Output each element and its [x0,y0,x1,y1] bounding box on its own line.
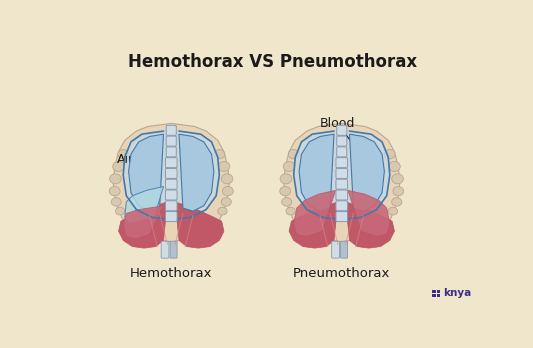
Ellipse shape [221,198,231,206]
Text: Hemothorax: Hemothorax [130,267,213,280]
Text: Pneumothorax: Pneumothorax [293,267,391,280]
FancyBboxPatch shape [166,125,176,135]
Ellipse shape [393,187,404,196]
FancyBboxPatch shape [165,212,177,222]
Ellipse shape [218,161,230,172]
FancyBboxPatch shape [337,147,347,157]
FancyBboxPatch shape [341,241,348,258]
Polygon shape [345,202,394,248]
Text: knya: knya [443,288,472,298]
Polygon shape [128,134,164,211]
FancyBboxPatch shape [165,179,177,189]
FancyBboxPatch shape [161,241,169,258]
Ellipse shape [113,161,124,172]
Ellipse shape [218,207,227,215]
Bar [437,294,440,297]
Bar [437,290,440,293]
Ellipse shape [214,150,225,159]
Polygon shape [284,124,400,242]
Ellipse shape [280,187,290,196]
Ellipse shape [118,150,128,159]
Ellipse shape [111,198,122,206]
Ellipse shape [109,187,120,196]
FancyBboxPatch shape [336,179,348,189]
Ellipse shape [288,150,299,159]
FancyBboxPatch shape [166,147,176,157]
Polygon shape [348,190,390,237]
FancyBboxPatch shape [336,168,348,179]
Ellipse shape [222,187,233,196]
Polygon shape [113,124,229,242]
Ellipse shape [281,198,292,206]
Text: Air: Air [117,153,139,184]
Ellipse shape [280,174,292,184]
Polygon shape [299,134,334,211]
Ellipse shape [116,207,125,215]
Text: Hemothorax VS Pneumothorax: Hemothorax VS Pneumothorax [128,53,417,71]
FancyBboxPatch shape [336,158,348,168]
Ellipse shape [221,174,233,184]
Polygon shape [294,190,336,237]
FancyBboxPatch shape [336,212,348,222]
Polygon shape [175,202,224,248]
Polygon shape [123,206,164,239]
Polygon shape [125,187,164,223]
FancyBboxPatch shape [336,190,348,200]
FancyBboxPatch shape [337,136,347,146]
FancyBboxPatch shape [166,136,176,146]
FancyBboxPatch shape [165,158,177,168]
FancyBboxPatch shape [332,241,340,258]
Polygon shape [294,129,390,219]
Polygon shape [123,129,219,219]
Polygon shape [289,202,338,248]
Bar [432,294,435,297]
Ellipse shape [384,150,395,159]
Text: Blood: Blood [320,117,356,146]
Ellipse shape [110,174,122,184]
FancyBboxPatch shape [337,125,347,135]
Ellipse shape [283,161,295,172]
FancyBboxPatch shape [165,201,177,211]
FancyBboxPatch shape [170,241,177,258]
Ellipse shape [392,174,403,184]
Ellipse shape [286,207,295,215]
Polygon shape [350,134,384,211]
Polygon shape [179,134,214,211]
Polygon shape [118,202,167,248]
Ellipse shape [392,198,402,206]
Bar [432,290,435,293]
FancyBboxPatch shape [336,201,348,211]
FancyBboxPatch shape [165,190,177,200]
Ellipse shape [389,161,400,172]
FancyBboxPatch shape [165,168,177,179]
Ellipse shape [388,207,398,215]
